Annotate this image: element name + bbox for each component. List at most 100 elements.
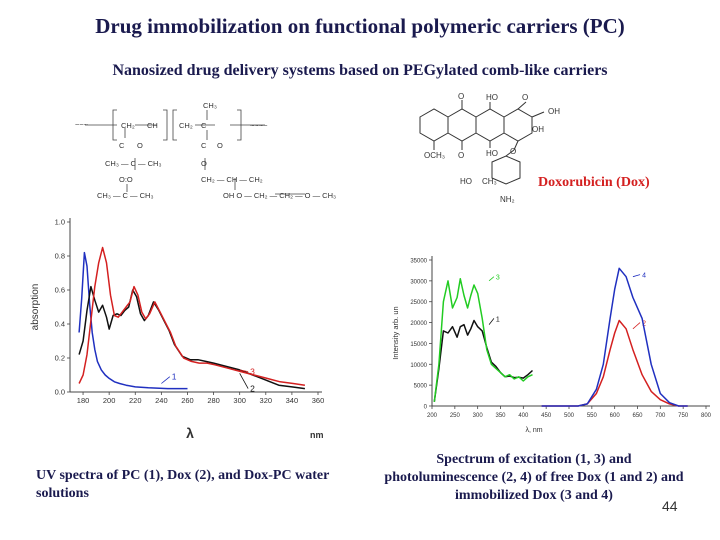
uv-spectra-caption: UV spectra of PC (1), Dox (2), and Dox-P… <box>36 468 330 501</box>
x-tick-label: 250 <box>450 413 461 419</box>
doxorubicin-structure-diagram: O HO O OH OH OCH₃ O HO O HO CH₃ NH₂ <box>419 92 560 204</box>
series-label-2: 2 <box>642 321 646 328</box>
series-label-1: 1 <box>172 372 177 382</box>
series-leader-1 <box>161 376 171 384</box>
y-axis-label: Intensity arb. un <box>391 306 400 359</box>
x-axis-label: λ <box>186 425 194 441</box>
x-tick-label: 650 <box>632 413 643 419</box>
y-tick-label: 0.2 <box>55 354 65 363</box>
svg-text:O: O <box>522 93 528 102</box>
series-line-3 <box>433 278 533 402</box>
series-line-2 <box>78 285 305 390</box>
svg-text:OH O — CH₂ — CH₂ — O — CH₃: OH O — CH₂ — CH₂ — O — CH₃ <box>223 191 336 200</box>
y-tick-label: 30000 <box>410 279 427 285</box>
svg-text:O: O <box>510 147 516 156</box>
slide-subtitle: Nanosized drug delivery systems based on… <box>112 62 608 79</box>
y-tick-label: 20000 <box>410 321 427 327</box>
x-tick-label: 300 <box>233 396 246 405</box>
y-tick-label: 25000 <box>410 300 427 306</box>
series-leader-4 <box>632 274 641 278</box>
series-line-2 <box>541 319 688 407</box>
photoluminescence-caption: Spectrum of excitation (1, 3) and photol… <box>384 452 684 503</box>
svg-text:O:O: O:O <box>119 175 133 184</box>
series-line-1 <box>433 319 534 402</box>
svg-text:HO: HO <box>486 93 498 102</box>
x-tick-label: 200 <box>103 396 116 405</box>
svg-text:OH: OH <box>532 125 544 134</box>
series-label-1: 1 <box>496 316 500 323</box>
series-line-3 <box>78 246 306 386</box>
series-label-3: 3 <box>496 275 500 282</box>
svg-text:HO: HO <box>486 149 498 158</box>
svg-text:~~~~: ~~~~ <box>250 121 268 130</box>
svg-text:O: O <box>458 92 464 101</box>
svg-text:NH₂: NH₂ <box>500 195 515 204</box>
y-tick-label: 35000 <box>410 259 427 265</box>
y-tick-label: 0.6 <box>55 286 65 295</box>
x-tick-label: 750 <box>678 413 689 419</box>
series-line-4 <box>541 267 688 407</box>
x-tick-label: 500 <box>564 413 575 419</box>
doxorubicin-label: Doxorubicin (Dox) <box>538 175 650 190</box>
x-axis-unit: nm <box>310 430 324 440</box>
x-tick-label: 360 <box>312 396 325 405</box>
x-tick-label: 260 <box>181 396 194 405</box>
svg-text:C: C <box>201 141 207 150</box>
series-leader-1 <box>488 318 495 325</box>
x-tick-label: 450 <box>541 413 552 419</box>
y-tick-label: 0.4 <box>55 320 65 329</box>
svg-text:CH₂: CH₂ <box>121 121 135 130</box>
x-tick-label: 220 <box>129 396 142 405</box>
series-leader-2 <box>632 322 641 330</box>
svg-text:C: C <box>119 141 125 150</box>
svg-text:CH₃: CH₃ <box>482 177 497 186</box>
slide-title: Drug immobilization on functional polyme… <box>95 14 625 38</box>
x-tick-label: 180 <box>77 396 90 405</box>
svg-text:CH₂: CH₂ <box>179 121 193 130</box>
series-label-2: 2 <box>250 384 255 394</box>
polymer-structure-diagram: ~~~ CH₂ CH CH₂ C CH₃ ~~~~ C O C O CH₃ — … <box>75 101 336 200</box>
x-tick-label: 300 <box>473 413 484 419</box>
svg-text:CH₃ — C — CH₃: CH₃ — C — CH₃ <box>97 191 154 200</box>
svg-text:HO: HO <box>460 177 472 186</box>
x-tick-label: 400 <box>518 413 529 419</box>
x-tick-label: 340 <box>286 396 299 405</box>
svg-text:OCH₃: OCH₃ <box>424 151 445 160</box>
svg-text:C: C <box>201 121 207 130</box>
y-axis-label: absorption <box>30 284 41 331</box>
svg-text:O: O <box>217 141 223 150</box>
x-tick-label: 320 <box>260 396 273 405</box>
x-tick-label: 350 <box>495 413 506 419</box>
uv-spectra-chart: 180 200 220 240 260 280 300 320 340 360 0.0 0.2 0.4 0… <box>30 218 325 442</box>
series-leader-2 <box>239 373 249 389</box>
x-tick-label: 280 <box>207 396 220 405</box>
series-label-4: 4 <box>642 273 646 280</box>
x-tick-label: 800 <box>701 413 712 419</box>
y-tick-label: 0.0 <box>55 388 65 397</box>
svg-text:~~~: ~~~ <box>75 120 89 129</box>
svg-text:CH₃ — C — CH₃: CH₃ — C — CH₃ <box>105 159 162 168</box>
x-axis-label: λ, nm <box>525 427 542 434</box>
svg-text:CH₂ — CH — CH₂: CH₂ — CH — CH₂ <box>201 175 263 184</box>
svg-text:O: O <box>201 159 207 168</box>
page-number: 44 <box>662 498 678 514</box>
svg-text:CH₃: CH₃ <box>203 101 217 110</box>
svg-text:O: O <box>458 151 464 160</box>
y-tick-label: 1.0 <box>55 218 65 227</box>
x-tick-label: 240 <box>155 396 168 405</box>
svg-text:O: O <box>137 141 143 150</box>
series-label-3: 3 <box>250 367 255 377</box>
x-tick-label: 550 <box>587 413 598 419</box>
y-tick-label: 10000 <box>410 363 427 369</box>
y-tick-label: 15000 <box>410 342 427 348</box>
series-leader-3 <box>239 369 249 372</box>
y-tick-label: 0.8 <box>55 252 65 261</box>
svg-text:OH: OH <box>548 107 560 116</box>
y-tick-label: 0 <box>424 405 428 411</box>
series-line-1 <box>78 251 188 390</box>
series-leader-3 <box>488 276 495 282</box>
x-tick-label: 600 <box>610 413 621 419</box>
y-tick-label: 5000 <box>414 384 428 390</box>
photoluminescence-chart: 200 250 300 350 400 450 500 550 600 650 700 750 800 0… <box>391 256 712 434</box>
x-tick-label: 200 <box>427 413 438 419</box>
